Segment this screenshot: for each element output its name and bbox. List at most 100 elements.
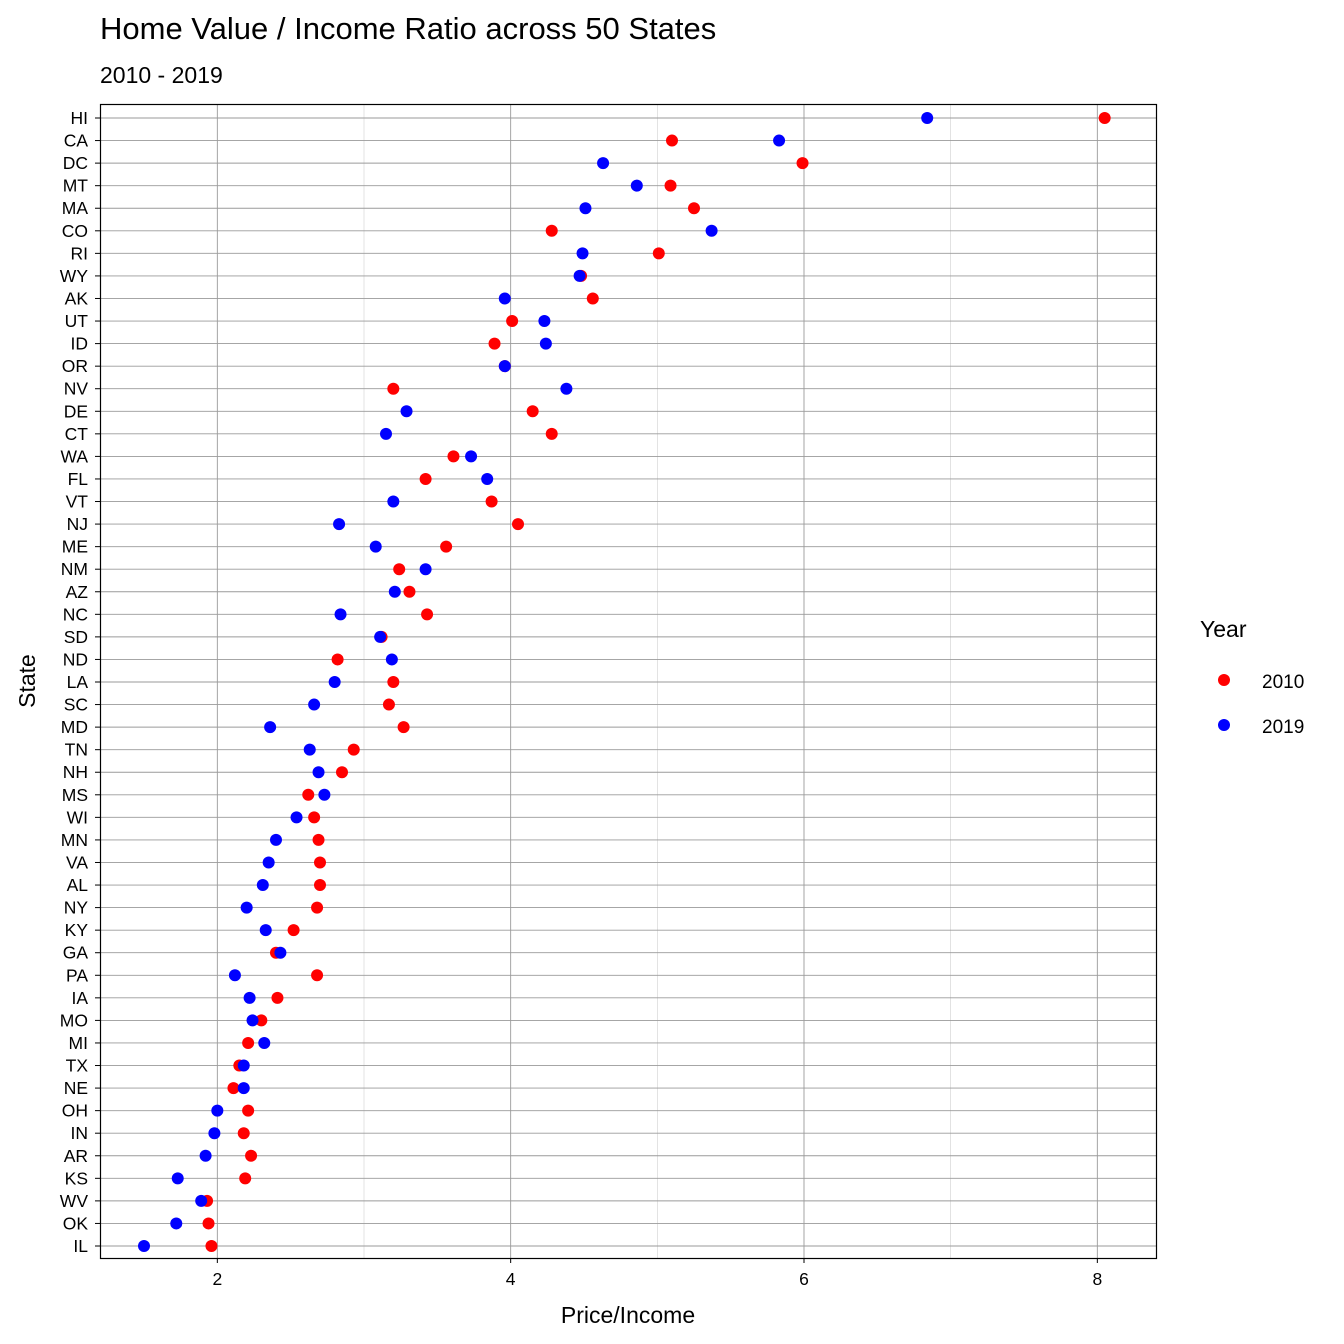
point-2010-AZ (403, 585, 416, 598)
y-tick-label: MN (61, 830, 88, 850)
y-tick-label: OR (62, 356, 88, 376)
point-2010-WI (308, 811, 321, 824)
y-tick-label: NH (63, 762, 88, 782)
data-points (138, 112, 1111, 1252)
point-2019-OR (498, 360, 511, 373)
point-2010-VA (314, 856, 326, 869)
point-2019-AZ (388, 585, 401, 598)
y-tick-label: AZ (66, 582, 89, 602)
point-2019-HI (921, 112, 934, 124)
point-2010-RI (652, 247, 665, 260)
point-2019-GA (274, 946, 287, 959)
y-tick-label: SD (64, 627, 88, 647)
point-2019-MO (246, 1014, 259, 1027)
point-2010-DE (526, 405, 539, 418)
point-2019-UT (538, 315, 551, 328)
chart-subtitle: 2010 - 2019 (100, 62, 223, 88)
point-2010-UT (506, 315, 519, 328)
point-2010-NM (393, 563, 406, 576)
y-tick-label: WY (60, 266, 89, 286)
point-2010-MO (255, 1014, 268, 1027)
y-tick-label: KS (65, 1168, 88, 1188)
y-tick-label: CO (62, 221, 88, 241)
y-tick-label: NJ (67, 514, 88, 534)
point-2010-CA (666, 134, 678, 147)
point-2019-NY (240, 901, 253, 914)
legend-key-2019 (1218, 719, 1230, 731)
point-2019-MN (270, 833, 282, 846)
y-tick-label: UT (65, 311, 89, 331)
y-tick-label: WI (67, 807, 88, 827)
point-2019-CT (380, 427, 392, 440)
y-tick-label: GA (63, 943, 89, 963)
x-tick-label: 6 (799, 1269, 809, 1289)
y-tick-label: VT (66, 492, 89, 512)
point-2019-MD (264, 721, 277, 734)
point-2010-NE (227, 1082, 240, 1095)
point-2019-ID (539, 337, 552, 350)
point-2019-OK (170, 1217, 183, 1230)
y-tick-label: NM (61, 559, 88, 579)
y-tick-label: MS (62, 785, 88, 805)
grid (100, 104, 1156, 1258)
y-tick-label: ND (63, 649, 88, 669)
legend-label-2019: 2019 (1262, 717, 1304, 738)
y-tick-label: LA (67, 672, 89, 692)
y-tick-label: IA (71, 988, 88, 1008)
point-2019-SC (308, 698, 321, 711)
y-tick-label: MT (63, 176, 89, 196)
point-2019-NC (334, 608, 347, 621)
point-2019-WI (290, 811, 303, 824)
point-2010-LA (387, 676, 400, 688)
y-tick-label: DE (64, 401, 88, 421)
y-tick-label: MO (60, 1010, 88, 1030)
y-tick-label: TN (65, 740, 88, 760)
point-2019-WA (465, 450, 478, 463)
point-2019-MS (318, 788, 331, 801)
point-2019-VA (262, 856, 275, 869)
point-2010-WA (447, 450, 460, 463)
y-tick-label: PA (66, 965, 88, 985)
point-2010-KS (239, 1172, 252, 1185)
point-2019-DE (400, 405, 413, 418)
y-tick-label: WV (60, 1191, 89, 1211)
y-tick-label: NC (63, 604, 88, 624)
legend-label-2010: 2010 (1262, 672, 1304, 693)
y-tick-label: CT (65, 424, 89, 444)
y-tick-label: NV (64, 379, 89, 399)
x-axis: 2 4 6 8 (212, 1258, 1102, 1289)
x-tick-label: 4 (506, 1269, 516, 1289)
y-tick-label: OH (62, 1101, 88, 1121)
point-2019-CO (705, 224, 718, 237)
point-2019-MI (258, 1036, 271, 1049)
point-2019-TN (303, 743, 316, 756)
y-tick-label: NE (64, 1078, 88, 1098)
point-2010-IN (237, 1127, 250, 1140)
point-2010-NV (387, 382, 400, 395)
point-2019-FL (481, 472, 494, 485)
point-2010-MS (302, 788, 315, 801)
point-2019-TX (237, 1059, 250, 1072)
point-2010-KY (287, 924, 300, 937)
point-2010-AL (314, 879, 326, 892)
y-tick-label: HI (71, 108, 89, 128)
point-2010-AR (245, 1149, 258, 1162)
y-tick-label: AR (64, 1146, 88, 1166)
point-2019-WV (195, 1194, 208, 1207)
y-tick-label: AL (67, 875, 89, 895)
point-2010-NH (336, 766, 348, 779)
point-2019-VT (387, 495, 400, 508)
x-axis-title: Price/Income (561, 1302, 695, 1328)
point-2010-PA (311, 969, 324, 982)
point-2010-HI (1098, 112, 1111, 124)
y-tick-label: VA (66, 852, 88, 872)
point-2019-WY (573, 269, 586, 282)
y-tick-label: ID (71, 334, 89, 354)
point-2010-CT (545, 427, 558, 440)
point-2019-IN (208, 1127, 221, 1140)
x-tick-label: 8 (1092, 1269, 1102, 1289)
point-2019-MA (579, 202, 592, 215)
legend: Year 2010 2019 (1200, 616, 1304, 738)
point-2019-ME (369, 540, 382, 553)
